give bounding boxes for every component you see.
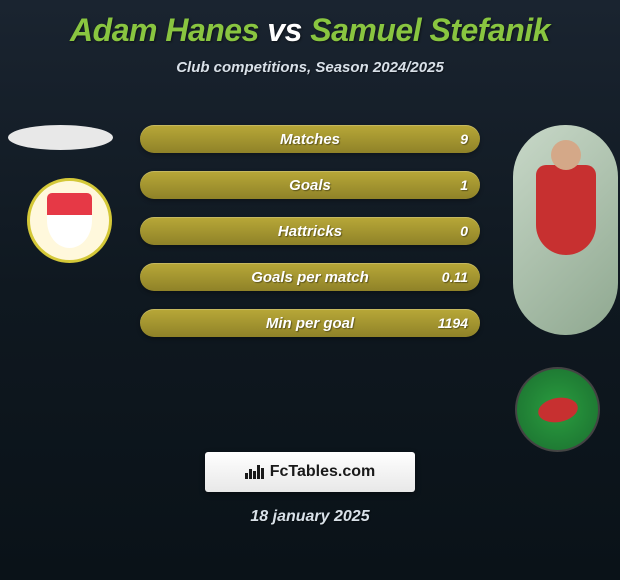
stat-row-min-per-goal: Min per goal 1194 xyxy=(140,309,480,337)
brand-text: FcTables.com xyxy=(270,463,376,481)
player1-photo xyxy=(8,125,113,150)
season-subtitle: Club competitions, Season 2024/2025 xyxy=(0,59,620,76)
stat-label: Goals xyxy=(289,177,331,194)
stat-row-hattricks: Hattricks 0 xyxy=(140,217,480,245)
player1-name: Adam Hanes xyxy=(70,12,259,48)
stat-value-right: 9 xyxy=(460,131,468,147)
comparison-title: Adam Hanes vs Samuel Stefanik xyxy=(0,0,620,49)
player2-name: Samuel Stefanik xyxy=(310,12,550,48)
footer-date: 18 january 2025 xyxy=(250,508,369,526)
stat-value-right: 1194 xyxy=(438,315,468,331)
player1-club-logo xyxy=(27,178,112,263)
player2-photo xyxy=(513,125,618,335)
stat-row-goals-per-match: Goals per match 0.11 xyxy=(140,263,480,291)
chart-icon xyxy=(245,465,264,479)
player2-club-logo xyxy=(515,367,600,452)
stats-container: Matches 9 Goals 1 Hattricks 0 Goals per … xyxy=(140,125,480,355)
stat-value-right: 1 xyxy=(460,177,468,193)
stat-label: Matches xyxy=(280,131,340,148)
fctables-logo[interactable]: FcTables.com xyxy=(205,452,415,492)
stat-value-right: 0.11 xyxy=(442,269,468,285)
stat-label: Hattricks xyxy=(278,223,342,240)
stat-label: Goals per match xyxy=(251,269,369,286)
stat-value-right: 0 xyxy=(460,223,468,239)
stat-row-matches: Matches 9 xyxy=(140,125,480,153)
vs-label: vs xyxy=(267,12,302,48)
stat-label: Min per goal xyxy=(266,315,354,332)
stat-row-goals: Goals 1 xyxy=(140,171,480,199)
